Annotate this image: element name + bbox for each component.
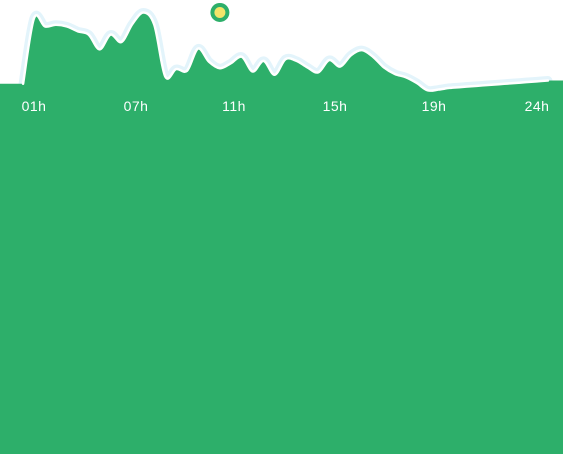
x-tick-label: 01h xyxy=(22,98,47,114)
x-tick-label: 15h xyxy=(323,98,348,114)
series-area xyxy=(0,12,563,454)
series-line xyxy=(21,11,550,92)
highlight-marker[interactable] xyxy=(214,6,226,18)
x-tick-label: 19h xyxy=(422,98,447,114)
x-tick-label: 07h xyxy=(124,98,149,114)
x-tick-label: 24h xyxy=(525,98,550,114)
x-tick-label: 11h xyxy=(222,98,246,114)
